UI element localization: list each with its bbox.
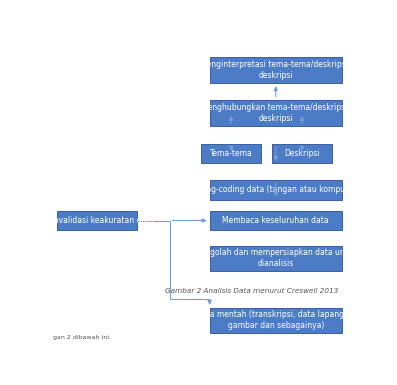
FancyBboxPatch shape	[210, 57, 342, 83]
Text: Deskripsi: Deskripsi	[284, 149, 320, 158]
FancyBboxPatch shape	[210, 180, 342, 199]
FancyBboxPatch shape	[201, 144, 261, 163]
Text: Tema-tema: Tema-tema	[210, 149, 252, 158]
Text: Memvalidasi keakuratan data: Memvalidasi keakuratan data	[40, 216, 154, 225]
FancyBboxPatch shape	[272, 144, 332, 163]
Text: Membaca keseluruhan data: Membaca keseluruhan data	[222, 216, 329, 225]
Text: Gambar 2 Analisis Data menurut Creswell 2013: Gambar 2 Analisis Data menurut Creswell …	[165, 288, 338, 294]
FancyBboxPatch shape	[210, 100, 342, 126]
FancyBboxPatch shape	[57, 211, 137, 230]
Text: Data mentah (transkripsi, data lapangan,
gambar dan sebagainya): Data mentah (transkripsi, data lapangan,…	[196, 310, 356, 330]
Text: gan 2 dibawah ini.: gan 2 dibawah ini.	[53, 335, 111, 340]
FancyBboxPatch shape	[210, 246, 342, 271]
Text: Menginterpretasi tema-tema/deskripsi-
deskripsi: Menginterpretasi tema-tema/deskripsi- de…	[200, 60, 351, 80]
FancyBboxPatch shape	[210, 211, 342, 230]
Text: Menghubungkan tema-tema/deskripsi-
deskripsi: Menghubungkan tema-tema/deskripsi- deskr…	[201, 103, 350, 123]
Text: Mengolah dan mempersiapkan data untuk
dianalisis: Mengolah dan mempersiapkan data untuk di…	[194, 248, 357, 268]
FancyBboxPatch shape	[210, 308, 342, 333]
Text: Meng-coding data (tangan atau komputer: Meng-coding data (tangan atau komputer	[195, 186, 357, 194]
